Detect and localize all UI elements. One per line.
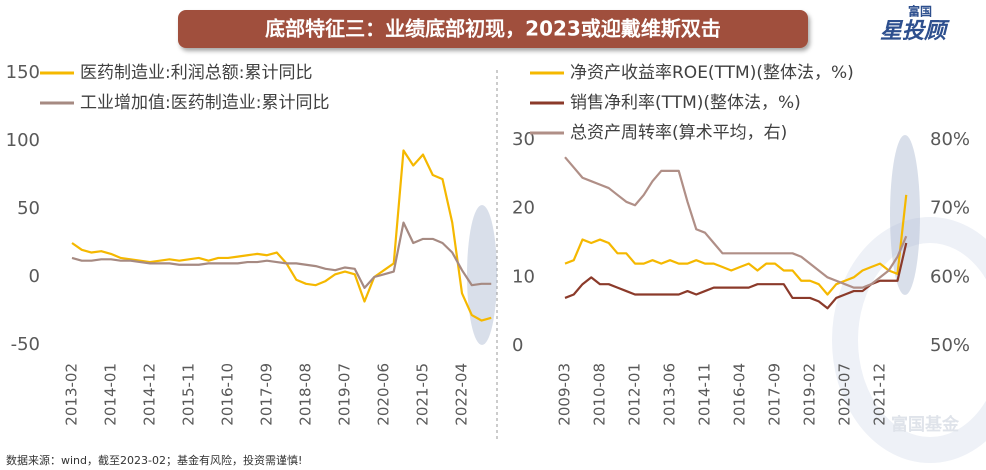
x-tick-label: 2020-06 — [375, 363, 393, 426]
x-tick-label: 2012-01 — [626, 363, 644, 426]
y-tick-label: 20 — [512, 198, 535, 219]
y-tick-label: -50 — [11, 334, 40, 355]
y-tick-label: 10 — [512, 266, 535, 287]
y2-tick-label: 80% — [930, 129, 970, 150]
highlight — [467, 205, 497, 345]
watermark-ring — [832, 217, 986, 463]
x-tick-label: 2016-04 — [731, 363, 749, 426]
source-note: 数据来源：wind，截至2023-02；基金有风险，投资需谨慎! — [6, 453, 302, 467]
x-tick-label: 2020-07 — [836, 363, 854, 426]
x-tick-label: 2021-12 — [871, 363, 889, 426]
x-tick-label: 2009-03 — [556, 363, 574, 426]
x-tick-label: 2014-11 — [696, 363, 714, 426]
watermark: 富国基金 — [891, 414, 960, 435]
y2-tick-label: 60% — [930, 266, 970, 287]
y-tick-label: 0 — [512, 335, 523, 356]
x-tick-label: 2019-07 — [336, 363, 354, 426]
y-tick-label: 50 — [17, 198, 40, 219]
series-line — [564, 156, 908, 289]
x-tick-label: 2014-12 — [141, 363, 159, 426]
legend-label: 工业增加值:医药制造业:累计同比 — [80, 93, 329, 113]
legend-label: 销售净利率(TTM)(整体法，%) — [570, 93, 801, 113]
x-tick-label: 2016-10 — [219, 363, 237, 426]
title: 底部特征三：业绩底部初现，2023或迎戴维斯双击 — [265, 17, 721, 41]
series-line — [564, 242, 908, 310]
x-tick-label: 2019-02 — [801, 363, 819, 426]
x-tick-label: 2015-11 — [180, 363, 198, 426]
title-banner — [178, 10, 808, 48]
y-tick-label: 0 — [29, 266, 40, 287]
series-line — [564, 194, 908, 296]
x-tick-label: 2013-02 — [63, 363, 81, 426]
x-tick-label: 2017-09 — [258, 363, 276, 426]
y2-tick-label: 70% — [930, 198, 970, 219]
y2-tick-label: 50% — [930, 335, 970, 356]
legend-label: 总资产周转率(算术平均，右) — [570, 123, 787, 143]
y-tick-label: 30 — [512, 129, 535, 150]
y-tick-label: 150 — [6, 62, 40, 83]
logo-main: 星投顾 — [880, 19, 950, 44]
x-tick-label: 2013-06 — [661, 363, 679, 426]
x-tick-label: 2010-08 — [591, 363, 609, 426]
legend-label: 净资产收益率ROE(TTM)(整体法，%) — [570, 63, 854, 83]
x-tick-label: 2017-09 — [766, 363, 784, 426]
series-line — [71, 149, 492, 322]
legend-label: 医药制造业:利润总额:累计同比 — [80, 63, 312, 83]
y-tick-label: 100 — [6, 130, 40, 151]
x-tick-label: 2014-01 — [102, 363, 120, 426]
logo-top: 富国 — [908, 4, 932, 19]
x-tick-label: 2021-05 — [414, 363, 432, 426]
x-tick-label: 2022-04 — [453, 363, 471, 426]
x-tick-label: 2018-08 — [297, 363, 315, 426]
series-line — [71, 221, 492, 289]
